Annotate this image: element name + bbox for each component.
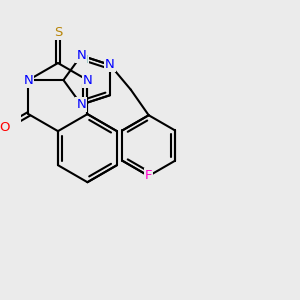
Text: H: H: [80, 55, 88, 65]
Text: O: O: [0, 122, 10, 134]
Text: N: N: [76, 98, 86, 111]
Text: N: N: [76, 49, 86, 62]
Text: N: N: [105, 58, 115, 71]
Text: N: N: [24, 74, 33, 87]
Text: F: F: [145, 169, 152, 182]
Text: S: S: [54, 26, 62, 39]
Text: N: N: [82, 74, 92, 87]
